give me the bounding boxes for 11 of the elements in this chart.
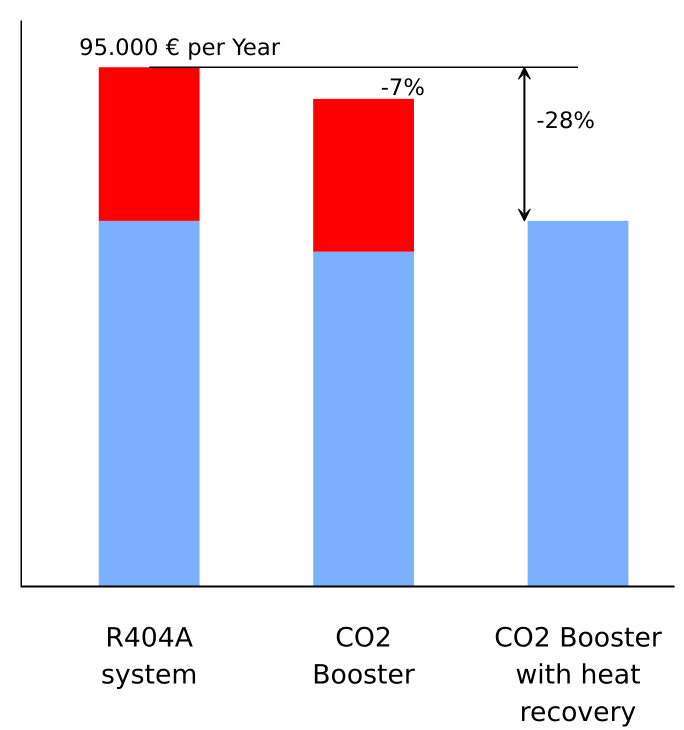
x-tick-label: R404A system xyxy=(100,622,198,691)
bar xyxy=(313,98,414,252)
x-tick-label: CO2 Booster with heat recovery xyxy=(494,622,662,728)
bar xyxy=(98,67,200,221)
annotation: -28% xyxy=(536,108,595,134)
bar xyxy=(528,220,628,586)
x-tick-label: CO2 Booster xyxy=(312,622,415,691)
annotation: -7% xyxy=(380,74,425,101)
bar xyxy=(313,252,414,586)
bar xyxy=(98,220,200,586)
text: 95.000 € per Year xyxy=(79,35,281,62)
